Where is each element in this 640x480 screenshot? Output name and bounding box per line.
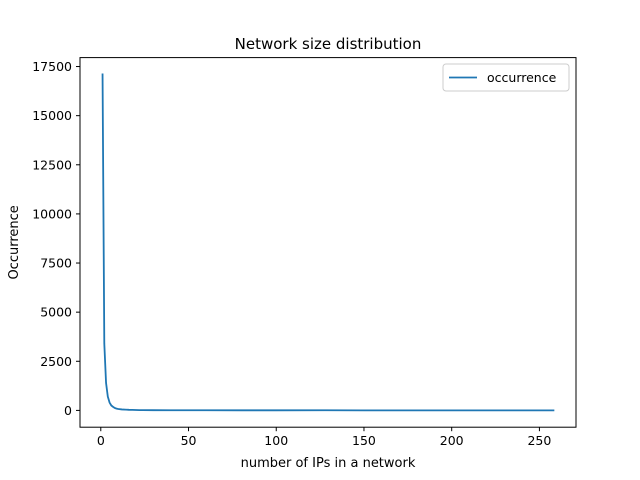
x-axis-label: number of IPs in a network — [241, 456, 416, 471]
axes-frame — [79, 57, 577, 428]
y-tick-label: 10000 — [32, 206, 72, 221]
x-tick-label: 250 — [527, 433, 551, 448]
y-tick-label: 0 — [64, 403, 72, 418]
y-tick-label: 5000 — [40, 305, 72, 320]
y-tick-label: 12500 — [32, 157, 72, 172]
y-tick-label: 15000 — [32, 108, 72, 123]
x-tick-label: 0 — [97, 433, 105, 448]
legend: occurrence — [442, 63, 570, 92]
x-tick-label: 150 — [352, 433, 376, 448]
x-tick-label: 100 — [264, 433, 288, 448]
y-axis-label: Occurrence — [7, 205, 22, 279]
series-line-occurrence — [101, 73, 555, 412]
legend-label-occurrence: occurrence — [487, 70, 557, 85]
x-axis-ticks: 0 50 100 150 200 250 — [97, 427, 551, 448]
y-tick-label: 2500 — [40, 354, 72, 369]
y-tick-label: 7500 — [40, 256, 72, 271]
x-tick-label: 200 — [440, 433, 464, 448]
plot-area — [79, 57, 577, 428]
x-tick-label: 50 — [181, 433, 197, 448]
series-layer — [101, 73, 555, 412]
y-tick-label: 17500 — [32, 59, 72, 74]
chart-title: Network size distribution — [235, 35, 422, 53]
legend-box — [442, 63, 570, 92]
y-axis-ticks: 0 2500 5000 7500 10000 12500 15000 17500 — [32, 59, 80, 418]
